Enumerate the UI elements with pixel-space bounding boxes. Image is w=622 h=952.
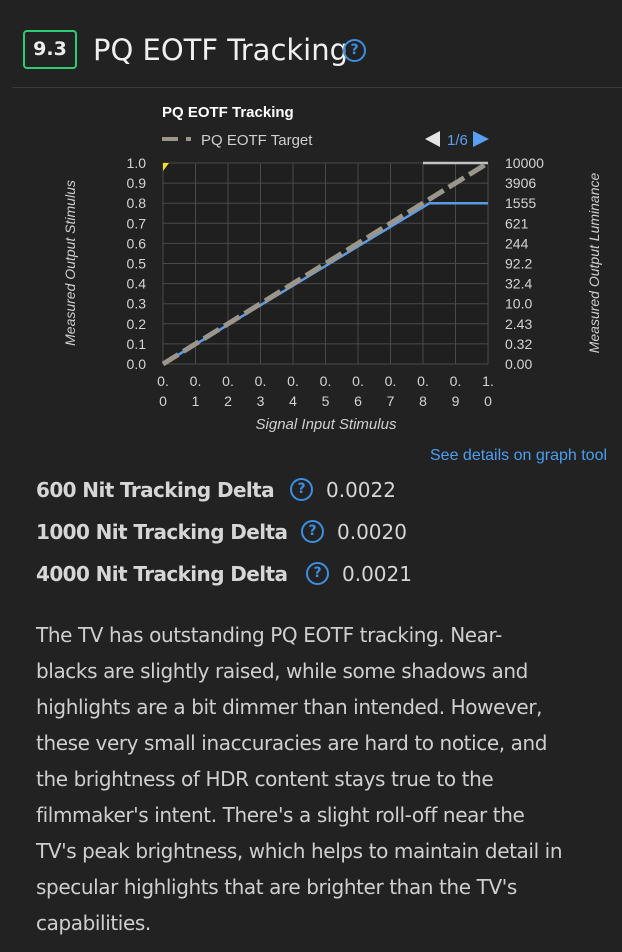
- x-tick-label: 8: [419, 393, 427, 409]
- x-tick-label: 7: [387, 393, 395, 409]
- x-tick-label: 6: [354, 393, 362, 409]
- x-axis-label: Signal Input Stimulus: [256, 416, 397, 433]
- y-tick-label-right: 92.2: [505, 256, 532, 272]
- metric-label: 1000 Nit Tracking Delta: [36, 520, 288, 544]
- x-tick-label: 3: [257, 393, 265, 409]
- description-line: highlights are a bit dimmer than intende…: [36, 695, 543, 719]
- y-tick-label-right: 0.32: [505, 336, 532, 352]
- y-tick-label-left: 0.5: [127, 256, 147, 272]
- pager-label: 1/6: [447, 132, 468, 149]
- graph-tool-link[interactable]: See details on graph tool: [430, 447, 608, 464]
- x-tick-label: 1.: [482, 373, 494, 389]
- question-circle-icon[interactable]: ?: [343, 39, 366, 62]
- description-line: filmmaker's intent. There's a slight rol…: [36, 803, 525, 827]
- x-tick-label: 0: [159, 393, 167, 409]
- y-tick-label-right: 0.00: [505, 356, 532, 372]
- legend-label: PQ EOTF Target: [201, 132, 313, 149]
- y-tick-label-right: 2.43: [505, 316, 532, 332]
- y-tick-label-left: 0.2: [127, 316, 147, 332]
- x-tick-label: 0.: [222, 373, 234, 389]
- metric-value: 0.0020: [337, 520, 407, 544]
- chart-ticks: 0.00.10.20.30.40.50.60.70.80.91.00.000.3…: [127, 155, 545, 409]
- question-circle-icon[interactable]: ?: [306, 562, 329, 585]
- description-line: these very small inaccuracies are hard t…: [36, 731, 548, 755]
- y-tick-label-left: 0.0: [127, 356, 147, 372]
- description-text: The TV has outstanding PQ EOTF tracking.…: [36, 617, 622, 941]
- metric-label: 600 Nit Tracking Delta: [36, 478, 275, 502]
- x-tick-label: 4: [289, 393, 297, 409]
- x-tick-label: 0.: [352, 373, 364, 389]
- chart-pager: 1/6: [425, 131, 489, 149]
- question-circle-icon[interactable]: ?: [301, 520, 324, 543]
- pq-eotf-chart: PQ EOTF Tracking PQ EOTF Target 1/6 0.00…: [62, 104, 602, 433]
- x-tick-label: 0.: [385, 373, 397, 389]
- y-tick-label-left: 0.8: [127, 195, 147, 211]
- y-tick-label-right: 621: [505, 215, 529, 231]
- score-badge: 9.3: [23, 30, 77, 69]
- section-title: PQ EOTF Tracking: [93, 33, 349, 67]
- y-axis-label-right: Measured Output Luminance: [586, 173, 602, 354]
- x-tick-label: 0: [484, 393, 492, 409]
- y-tick-label-right: 32.4: [505, 276, 532, 292]
- y-tick-label-right: 1555: [505, 195, 536, 211]
- description-line: the brightness of HDR content stays true…: [36, 767, 494, 791]
- description-line: blacks are slightly raised, while some s…: [36, 659, 528, 683]
- metric-value: 0.0022: [326, 478, 396, 502]
- x-tick-label: 0.: [417, 373, 429, 389]
- header-divider: [12, 87, 622, 88]
- description-line: TV's peak brightness, which helps to mai…: [36, 839, 563, 863]
- description-line: specular highlights that are brighter th…: [36, 875, 517, 899]
- chart-title: PQ EOTF Tracking: [162, 104, 294, 121]
- y-tick-label-left: 0.7: [127, 215, 147, 231]
- x-tick-label: 9: [452, 393, 460, 409]
- x-tick-label: 0.: [287, 373, 299, 389]
- x-tick-label: 0.: [320, 373, 332, 389]
- y-axis-label-left: Measured Output Stimulus: [62, 180, 78, 346]
- section-header: 9.3 PQ EOTF Tracking ?: [0, 0, 622, 88]
- y-tick-label-left: 0.9: [127, 175, 147, 191]
- target-series-line: [161, 160, 490, 367]
- metric-label: 4000 Nit Tracking Delta: [36, 562, 288, 586]
- x-tick-label: 5: [322, 393, 330, 409]
- x-tick-label: 1: [192, 393, 200, 409]
- y-tick-label-right: 10.0: [505, 296, 532, 312]
- y-tick-label-right: 3906: [505, 175, 536, 191]
- description-line: capabilities.: [36, 911, 151, 935]
- x-tick-label: 2: [224, 393, 232, 409]
- x-tick-label: 0.: [157, 373, 169, 389]
- y-tick-label-left: 0.3: [127, 296, 147, 312]
- legend-dot-swatch: [186, 137, 191, 141]
- corner-marker: [163, 163, 169, 171]
- y-tick-label-left: 0.6: [127, 235, 147, 251]
- y-tick-label-right: 244: [505, 235, 529, 251]
- x-tick-label: 0.: [190, 373, 202, 389]
- y-tick-label-left: 0.1: [127, 336, 147, 352]
- triangle-left-icon[interactable]: [425, 131, 440, 147]
- triangle-right-icon[interactable]: [473, 131, 489, 147]
- question-circle-icon[interactable]: ?: [290, 478, 313, 501]
- y-tick-label-right: 10000: [505, 155, 544, 171]
- y-tick-label-left: 0.4: [127, 276, 147, 292]
- chart-legend: PQ EOTF Target: [162, 132, 313, 149]
- metric-value: 0.0021: [342, 562, 412, 586]
- description-line: The TV has outstanding PQ EOTF tracking.…: [36, 623, 502, 647]
- chart-series: [161, 160, 490, 367]
- x-tick-label: 0.: [450, 373, 462, 389]
- x-tick-label: 0.: [255, 373, 267, 389]
- y-tick-label-left: 1.0: [127, 155, 147, 171]
